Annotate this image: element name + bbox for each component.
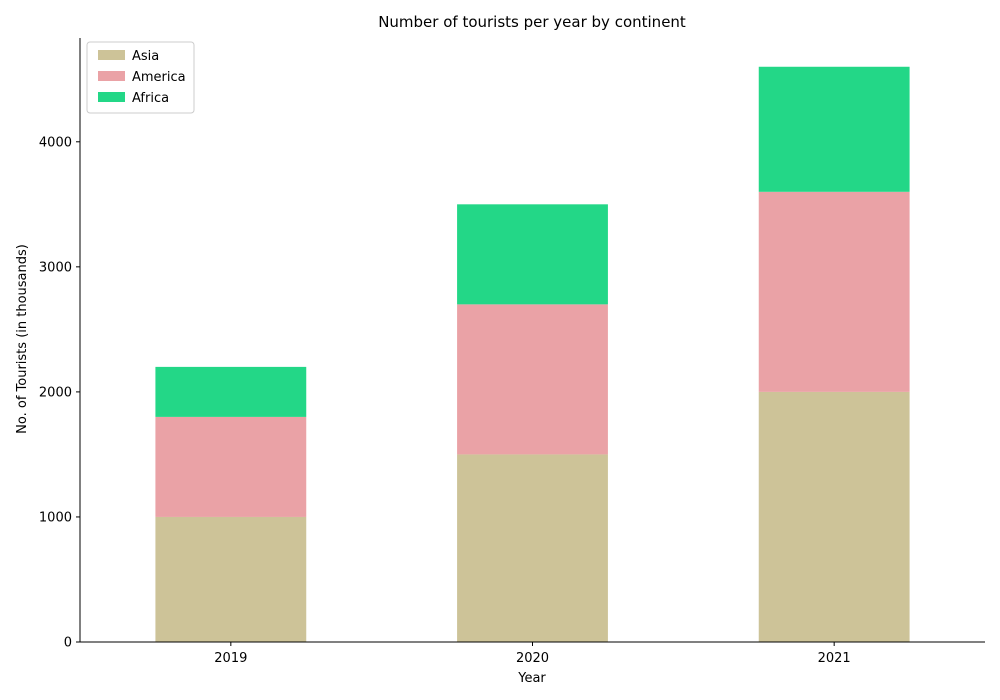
x-tick-label-2020: 2020 [516,651,549,666]
y-tick-label-0: 0 [64,636,72,651]
legend-swatch-america [98,71,125,81]
x-axis-label: Year [517,671,546,686]
legend-label-asia: Asia [132,49,159,64]
bar-america-2020 [457,304,608,455]
y-tick-label-1000: 1000 [39,510,72,525]
bar-asia-2020 [457,454,608,642]
bar-africa-2019 [155,366,307,417]
y-tick-label-2000: 2000 [39,385,72,400]
legend-label-america: America [132,70,186,85]
legend: Asia America Africa [86,41,195,114]
bar-africa-2021 [758,66,910,192]
bar-asia-2019 [155,516,307,642]
legend-swatch-asia [98,50,125,60]
legend-swatch-africa [98,92,125,102]
bars-layer [155,66,910,642]
bar-america-2021 [758,191,910,392]
x-tick-label-2019: 2019 [214,651,247,666]
bar-asia-2021 [758,391,910,642]
bar-africa-2020 [457,204,608,305]
y-axis-label: No. of Tourists (in thousands) [15,244,30,434]
legend-label-africa: Africa [132,91,169,106]
chart-title: Number of tourists per year by continent [378,13,686,31]
axes-layer: 0 1000 2000 3000 4000 2019 2020 2021 [39,38,985,666]
bar-america-2019 [155,416,307,517]
x-tick-label-2021: 2021 [818,651,851,666]
y-tick-label-4000: 4000 [39,135,72,150]
y-tick-label-3000: 3000 [39,260,72,275]
